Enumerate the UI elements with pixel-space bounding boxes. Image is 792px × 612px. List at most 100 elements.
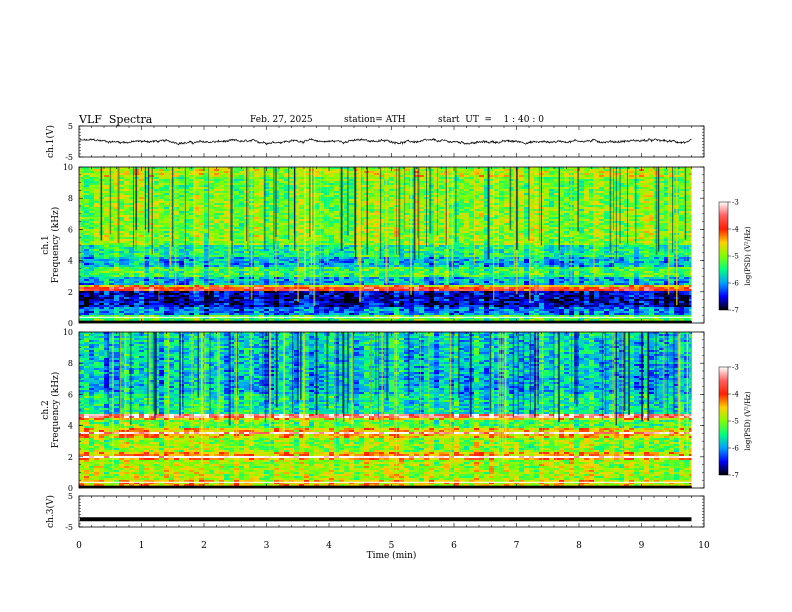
ch1-spectrogram-cell (104, 235, 109, 238)
ch1-spectrogram-cell (499, 221, 504, 224)
ch1-spectrogram-cell (449, 223, 454, 226)
ch1-spectrogram-cell (289, 237, 294, 240)
ch1-spectrogram-cell (589, 235, 594, 238)
ch1-spectrogram-cell (454, 235, 459, 238)
ch1-spectrogram-cell (664, 199, 669, 202)
ch1-spectrogram-cell (689, 217, 692, 220)
ch1-spectrogram-cell (174, 227, 179, 230)
ch1-spectrogram-cell (459, 203, 464, 206)
ch1-spectrogram-cell (619, 205, 624, 208)
ch1-spectrogram-cell (269, 167, 274, 170)
ch1-spectrogram-cell (169, 173, 174, 176)
ch1-spectrogram-cell (79, 215, 84, 218)
ch1-spectrogram-cell (639, 235, 644, 238)
ch1-spectrogram-cell (504, 187, 509, 190)
ch1-spectrogram-cell (439, 177, 444, 180)
ch1-spectrogram-cell (319, 203, 324, 206)
ch1-spectrogram-cell (489, 171, 494, 174)
ch1-spectrogram-cell (154, 213, 159, 216)
ch1-spectrogram-cell (94, 223, 99, 226)
ch1-spectrogram-cell (79, 211, 84, 214)
ch1-spectrogram-cell (214, 201, 219, 204)
ch1-spectrogram-cell (394, 201, 399, 204)
ch1-spectrogram-cell (394, 217, 399, 220)
ch1-spectrogram-cell (669, 177, 674, 180)
ch1-spectrogram-cell (144, 179, 149, 182)
ch1-spectrogram-cell (174, 209, 179, 212)
ch1-spectrogram-cell (114, 199, 119, 202)
ch1-spectrogram-cell (319, 221, 324, 224)
ch1-spectrogram-cell (279, 235, 284, 238)
ch1-spectrogram-cell (334, 193, 339, 196)
ch1-spectrogram-cell (554, 221, 559, 224)
ch1-spectrogram-cell (479, 171, 484, 174)
ch1-spectrogram-cell (604, 241, 609, 244)
ch1-spectrogram-cell (399, 183, 404, 186)
ch1-spectrogram-cell (454, 181, 459, 184)
ch1-spectrogram-cell (649, 197, 654, 200)
ch1-spectrogram-cell (639, 195, 644, 198)
ch1-spectrogram-cell (469, 195, 474, 198)
ch1-spectrogram-cell (344, 167, 349, 170)
ch1-spectrogram-cell (439, 237, 444, 240)
ch1-spectrogram-cell (554, 237, 559, 240)
ch1-spectrogram-cell (549, 207, 554, 210)
ch1-spectrogram-cell (354, 175, 359, 178)
ch1-spectrogram-cell (159, 239, 164, 242)
ch1-spectrogram-cell (569, 175, 574, 178)
ch1-spectrogram-cell (199, 205, 204, 208)
ch1-spectrogram-cell (124, 205, 129, 208)
ch1-spectrogram-cell (489, 177, 494, 180)
ch1-spectrogram-cell (604, 213, 609, 216)
ch1-spectrogram-cell (279, 193, 284, 196)
ch1-spectrogram-cell (199, 201, 204, 204)
ch1-spectrogram-cell (649, 195, 654, 198)
ch1-spectrogram-cell (509, 243, 514, 246)
ch1-spectrogram-cell (144, 167, 149, 170)
ch1-spectrogram-cell (544, 195, 549, 198)
ch1-spectrogram-cell (269, 241, 274, 244)
ch1-spectrogram-cell (584, 235, 589, 238)
ch1-spectrogram-cell (189, 173, 194, 176)
ch1-spectrogram-cell (259, 219, 264, 222)
ch1-spectrogram-cell (584, 221, 589, 224)
ch1-spectrogram-cell (654, 177, 659, 180)
ch1-spectrogram-cell (254, 191, 259, 194)
ch1-spectrogram-cell (354, 207, 359, 210)
ch1-spectrogram-cell (254, 185, 259, 188)
ch1-spectrogram-cell (199, 215, 204, 218)
ch1-spectrogram-cell (624, 177, 629, 180)
ch1-spectrogram-cell (369, 187, 374, 190)
ch1-spectrogram-cell (194, 187, 199, 190)
ch1-spectrogram-cell (354, 201, 359, 204)
ch1-spectrogram-cell (469, 171, 474, 174)
ch1-spectrogram-cell (254, 243, 259, 246)
ch1-spectrogram-cell (314, 195, 319, 198)
ch1-spectrogram-cell (529, 215, 534, 218)
ch1-spectrogram-cell (259, 181, 264, 184)
ch1-spectrogram-cell (259, 221, 264, 224)
ch1-spectrogram-cell (259, 217, 264, 220)
ch1-spectrogram-cell (554, 225, 559, 228)
ch1-spectrogram-cell (624, 171, 629, 174)
ch1-spectrogram-cell (584, 199, 589, 202)
ch1-spectrogram-cell (484, 193, 489, 196)
ch1-spectrogram-cell (369, 171, 374, 174)
ch1-spectrogram-cell (104, 187, 109, 190)
ch1-spectrogram-cell (389, 219, 394, 222)
ch1-spectrogram-cell (559, 179, 564, 182)
ch1-spectrogram-cell (334, 209, 339, 212)
ch1-spectrogram-cell (174, 193, 179, 196)
ch1-spectrogram-cell (469, 191, 474, 194)
ch1-spectrogram-cell (589, 183, 594, 186)
ch1-spectrogram-cell (524, 173, 529, 176)
ch1-spectrogram-cell (239, 227, 244, 230)
ch1-spectrogram-cell (649, 209, 654, 212)
ch1-spectrogram-cell (324, 173, 329, 176)
ch1-spectrogram-cell (234, 223, 239, 226)
ch1-spectrogram-cell (509, 213, 514, 216)
ch1-spectrogram-cell (314, 185, 319, 188)
ch1-spectrogram-cell (214, 243, 219, 246)
ch1-spectrogram-cell (279, 199, 284, 202)
ch1-spectrogram-cell (344, 241, 349, 244)
